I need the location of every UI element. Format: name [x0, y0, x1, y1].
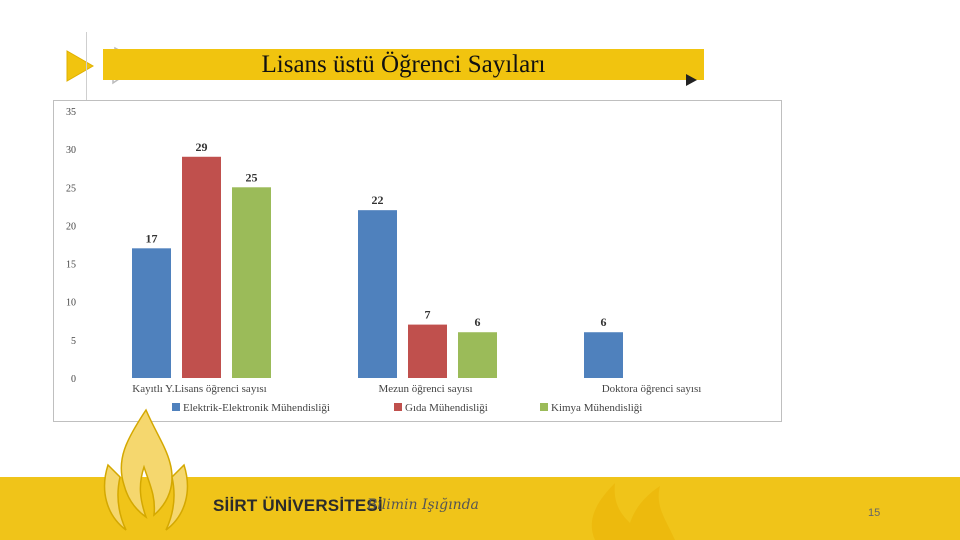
data-label: 6: [601, 315, 607, 329]
chart-bar: [358, 210, 397, 378]
brand-slogan: Bilimin Işığında: [367, 497, 479, 513]
data-label: 25: [246, 170, 258, 184]
brand-name: SİİRT ÜNİVERSİTESİ: [213, 496, 383, 515]
bar-chart: 0 5 10 15 20 25 30 35 17 29 25 Kayıtlı Y.Lisans öğr…: [66, 107, 702, 414]
y-tick-label: 20: [66, 221, 76, 232]
category-label: Kayıtlı Y.Lisans öğrenci sayısı: [132, 383, 266, 395]
chart-bar: [132, 248, 171, 378]
chart-bar: [182, 156, 221, 378]
title-band: Lisans üstü Öğrenci Sayıları: [103, 49, 704, 80]
chart-frame: 0 5 10 15 20 25 30 35 17 29 25 Kayıtlı Y.Lisans öğr…: [53, 100, 782, 422]
legend-label: Kimya Mühendisliği: [551, 402, 642, 414]
data-label: 22: [372, 193, 384, 207]
y-tick-label: 30: [66, 145, 76, 156]
legend-label: Elektrik-Elektronik Mühendisliği: [183, 402, 330, 414]
y-tick-label: 0: [71, 374, 76, 385]
footer-band: [0, 477, 960, 540]
vertical-divider-line: [86, 32, 87, 100]
page-number: 15: [868, 507, 881, 519]
legend-swatch: [172, 403, 180, 411]
y-tick-label: 35: [66, 107, 76, 118]
chart-bar: [458, 332, 497, 378]
legend-swatch: [394, 403, 402, 411]
chart-bar: [232, 187, 271, 378]
chart-bar: [408, 324, 447, 378]
slide-title: Lisans üstü Öğrenci Sayıları: [261, 51, 546, 78]
y-tick-label: 10: [66, 298, 76, 309]
data-label: 29: [196, 140, 208, 154]
data-label: 6: [475, 315, 481, 329]
category-label: Mezun öğrenci sayısı: [378, 383, 472, 395]
data-label: 17: [146, 231, 158, 245]
y-tick-label: 5: [71, 336, 76, 347]
chart-bar: [584, 332, 623, 378]
legend-swatch: [540, 403, 548, 411]
category-label: Doktora öğrenci sayısı: [602, 383, 702, 395]
data-label: 7: [425, 308, 431, 322]
legend-label: Gıda Mühendisliği: [405, 402, 488, 414]
y-tick-label: 15: [66, 260, 76, 271]
y-tick-label: 25: [66, 183, 76, 194]
